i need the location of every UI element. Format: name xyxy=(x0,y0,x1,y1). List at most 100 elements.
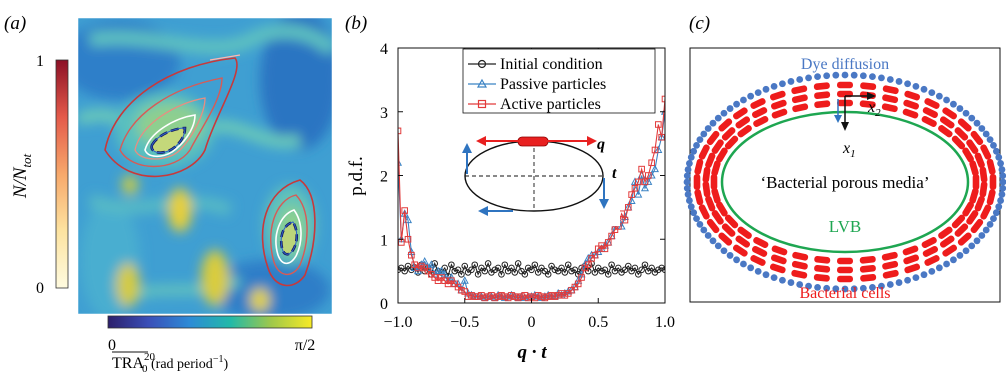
bacterial-cell xyxy=(771,245,788,256)
x-tick-label: 0.5 xyxy=(588,314,608,331)
axis-ticks: −1.0 −0.5 0 0.5 1.0 0 1 2 3 4 xyxy=(380,41,675,331)
point-initial xyxy=(551,266,559,274)
dye-particle xyxy=(700,130,708,138)
bacterial-cell xyxy=(814,255,831,264)
bacterial-cell xyxy=(694,158,704,175)
point-initial xyxy=(448,261,455,269)
dye-particle xyxy=(895,279,903,286)
dye-particle xyxy=(999,184,1006,192)
dye-particle xyxy=(720,109,728,117)
dye-particle xyxy=(693,215,700,222)
bacterial-cell xyxy=(705,152,716,169)
legend-box xyxy=(462,48,656,114)
dye-particle xyxy=(995,203,1003,211)
point-active xyxy=(601,245,609,253)
point-passive xyxy=(644,177,653,185)
dye-particle xyxy=(869,73,876,81)
trapping-colorbar-min: 0 xyxy=(108,337,116,354)
bacterial-cell xyxy=(986,158,996,175)
dye-particle xyxy=(995,153,1003,161)
point-initial xyxy=(404,262,412,270)
dye-particle xyxy=(779,276,786,284)
point-initial xyxy=(641,261,649,269)
point-active xyxy=(655,121,662,128)
bacterial-cell xyxy=(904,90,921,101)
bacterial-cell xyxy=(860,82,877,91)
inset-schematic: q t xyxy=(450,136,620,226)
point-active xyxy=(404,235,412,243)
bacterial-cell xyxy=(693,174,701,190)
dye-particle xyxy=(704,125,712,132)
point-active xyxy=(651,146,659,154)
dye-particle xyxy=(733,100,740,108)
dye-particle xyxy=(928,89,936,97)
bacterial-cell xyxy=(970,130,984,146)
dye-particle xyxy=(973,237,981,245)
dye-particle xyxy=(686,197,693,204)
bacterial-cell xyxy=(769,263,786,274)
point-initial xyxy=(658,264,665,272)
bacterial-cell xyxy=(980,204,992,220)
density-colorbar-min: 0 xyxy=(36,280,44,297)
dye-particle xyxy=(986,136,994,144)
bacterial-cell xyxy=(753,115,769,128)
dye-particle xyxy=(787,279,795,286)
dye-particle xyxy=(779,80,786,88)
point-active xyxy=(591,251,599,259)
dye-particle xyxy=(992,147,1000,155)
y-axis-label: p.d.f. xyxy=(346,156,367,196)
bacterial-cell xyxy=(969,187,979,204)
bacterial-cell xyxy=(737,125,752,138)
legend-marker-triangle xyxy=(476,78,488,88)
bacterial-cell xyxy=(939,116,955,129)
dye-particle xyxy=(904,80,911,88)
trapping-colorbar-label: TRA20 0 (rad period−1) xyxy=(112,351,228,374)
dye-particle xyxy=(850,285,858,293)
point-initial xyxy=(608,261,615,269)
dye-particle xyxy=(895,78,903,85)
point-passive xyxy=(403,215,413,224)
dye-particle xyxy=(878,74,885,82)
point-initial xyxy=(401,267,408,275)
bacterial-cell xyxy=(903,254,919,265)
point-passive xyxy=(640,183,650,192)
dye-particle xyxy=(832,285,840,293)
dye-particle xyxy=(841,71,849,79)
bacterial-cell xyxy=(791,269,808,279)
point-initial xyxy=(461,262,469,270)
bacterial-cell xyxy=(954,223,969,237)
dye-particle xyxy=(850,71,858,79)
dye-particle xyxy=(733,256,740,264)
point-initial xyxy=(561,269,569,276)
density-colorbar-max: 1 xyxy=(36,53,44,70)
trapping-map xyxy=(78,18,332,314)
bacterial-cell xyxy=(881,103,898,113)
point-passive xyxy=(617,221,626,230)
density-colorbar-label: N/Ntot xyxy=(10,153,34,199)
dye-particle xyxy=(886,281,894,288)
dye-particle xyxy=(700,226,708,234)
bacterial-cell xyxy=(791,85,808,95)
legend-item-active: Active particles xyxy=(468,96,601,113)
point-passive xyxy=(634,190,643,198)
dye-particles xyxy=(683,71,1006,293)
point-initial xyxy=(521,271,529,278)
point-initial xyxy=(524,264,532,272)
point-initial xyxy=(601,266,609,274)
bacterial-cell xyxy=(989,174,997,190)
legend: Initial condition Passive particles Acti… xyxy=(462,48,656,114)
point-active xyxy=(561,292,569,299)
point-initial xyxy=(458,271,465,278)
dye-particle xyxy=(943,260,950,268)
point-initial xyxy=(468,266,475,274)
dye-particle xyxy=(714,114,722,122)
dye-particle xyxy=(770,274,778,282)
bacterial-cell xyxy=(882,94,899,104)
point-initial xyxy=(571,266,579,274)
bacterial-cells-label: Bacterial cells xyxy=(799,285,890,302)
point-active xyxy=(494,293,502,300)
inset-background xyxy=(450,140,620,226)
dye-diffusion-label: Dye diffusion xyxy=(801,56,889,73)
point-active xyxy=(511,293,519,300)
